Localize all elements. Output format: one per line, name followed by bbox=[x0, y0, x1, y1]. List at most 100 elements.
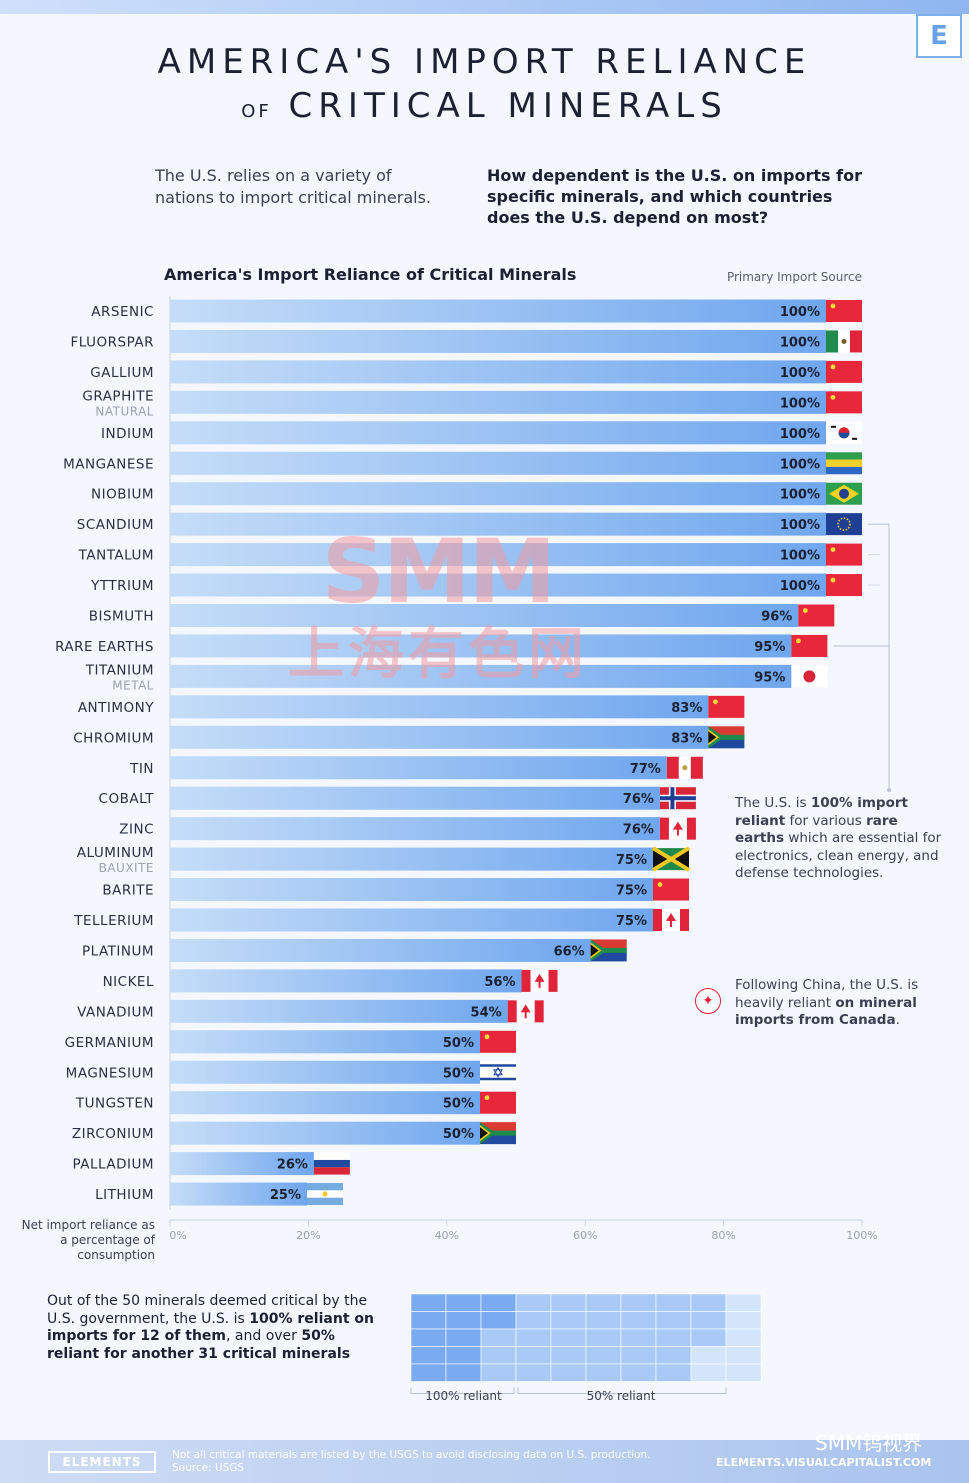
mineral-block bbox=[725, 1363, 762, 1382]
summary-bold: for another 31 critical minerals bbox=[99, 1345, 351, 1362]
mineral-block bbox=[655, 1346, 692, 1365]
value-label: 75% bbox=[616, 914, 647, 929]
label-100-reliant: 100% reliant bbox=[425, 1389, 502, 1403]
ann-text: . bbox=[895, 1012, 900, 1028]
value-label: 76% bbox=[623, 792, 654, 807]
value-label: 100% bbox=[780, 549, 820, 564]
category-label: SCANDIUM bbox=[77, 517, 154, 533]
mineral-block bbox=[480, 1363, 517, 1382]
category-label: ALUMINUM bbox=[77, 845, 154, 861]
mineral-block bbox=[480, 1346, 517, 1365]
footer-wechat-brand: SMM钨视界 bbox=[815, 1431, 923, 1455]
mineral-block bbox=[445, 1346, 482, 1365]
bar bbox=[170, 390, 826, 414]
category-label: ZINC bbox=[119, 822, 154, 838]
category-label: CHROMIUM bbox=[73, 730, 154, 746]
mineral-block bbox=[690, 1293, 727, 1312]
ann-bold: on mineral imports from Canada bbox=[735, 994, 917, 1029]
bar-row: 100% ARSENIC bbox=[91, 299, 862, 323]
canada-flag-icon bbox=[507, 1000, 544, 1023]
south-korea-flag-icon bbox=[826, 421, 862, 444]
bracket-50 bbox=[517, 1387, 727, 1394]
bar-row: 83% ANTIMONY bbox=[78, 695, 745, 719]
value-label: 100% bbox=[780, 457, 820, 472]
russia-flag-icon bbox=[313, 1152, 350, 1175]
bracket-dot bbox=[887, 788, 891, 792]
bar bbox=[170, 1152, 314, 1176]
bar bbox=[170, 329, 826, 353]
footer-bar bbox=[0, 1440, 969, 1483]
mineral-block bbox=[690, 1346, 727, 1365]
bar-row: 50% GERMANIUM bbox=[65, 1030, 516, 1054]
bar bbox=[170, 756, 667, 780]
bar-row: 76% COBALT bbox=[99, 786, 696, 810]
china-flag-icon bbox=[798, 604, 835, 627]
peru-flag-icon bbox=[666, 756, 703, 779]
x-tick-label: 40% bbox=[435, 1229, 459, 1242]
mineral-block bbox=[550, 1363, 587, 1382]
bar bbox=[170, 725, 709, 749]
canada-flag-icon bbox=[521, 969, 558, 992]
bar bbox=[170, 634, 792, 658]
ann-bold: rare earths bbox=[735, 812, 898, 847]
bar-row: 100% INDIUM bbox=[101, 421, 862, 445]
category-label: TELLERIUM bbox=[73, 913, 154, 929]
bar bbox=[170, 1030, 480, 1054]
bracket-100 bbox=[410, 1387, 515, 1394]
canada-annotation: Following China, the U.S. is heavily rel… bbox=[735, 977, 950, 1030]
value-label: 100% bbox=[780, 366, 820, 381]
intro-right: How dependent is the U.S. on imports for… bbox=[487, 166, 862, 227]
summary-bold: 100% reliant on imports for 12 of them bbox=[47, 1310, 374, 1345]
mineral-block bbox=[480, 1328, 517, 1347]
value-label: 95% bbox=[754, 670, 785, 685]
category-label: COBALT bbox=[99, 791, 155, 807]
bar bbox=[170, 421, 826, 445]
bar bbox=[170, 908, 653, 932]
china-flag-icon bbox=[826, 360, 862, 383]
argentina-flag-icon bbox=[307, 1183, 343, 1206]
mineral-block bbox=[690, 1311, 727, 1330]
mineral-block bbox=[620, 1328, 657, 1347]
bar-row: 66% PLATINUM bbox=[82, 938, 627, 962]
china-flag-icon bbox=[791, 634, 828, 657]
x-tick-label: 20% bbox=[296, 1229, 320, 1242]
x-tick-label: 100% bbox=[846, 1229, 877, 1242]
mineral-block bbox=[445, 1293, 482, 1312]
bar-row: 75% TELLERIUM bbox=[73, 908, 689, 932]
mineral-block bbox=[515, 1363, 552, 1382]
bar bbox=[170, 451, 826, 475]
china-flag-icon bbox=[653, 878, 689, 901]
mineral-block bbox=[585, 1363, 622, 1382]
label-50-reliant: 50% reliant bbox=[587, 1389, 656, 1403]
mineral-block bbox=[515, 1293, 552, 1312]
value-label: 75% bbox=[616, 884, 647, 899]
china-flag-icon bbox=[826, 300, 862, 322]
page-title-line2: OF CRITICAL MINERALS bbox=[0, 86, 969, 126]
value-label: 75% bbox=[616, 853, 647, 868]
bar-row: 50% ZIRCONIUM bbox=[72, 1121, 516, 1145]
category-label: BARITE bbox=[102, 883, 154, 899]
page-title-line1: AMERICA'S IMPORT RELIANCE bbox=[157, 42, 812, 82]
mineral-block bbox=[410, 1346, 447, 1365]
value-label: 50% bbox=[443, 1097, 474, 1112]
china-flag-icon bbox=[480, 1091, 516, 1114]
south-africa-flag-icon bbox=[590, 939, 627, 962]
mineral-block bbox=[655, 1328, 692, 1347]
mineral-block bbox=[445, 1328, 482, 1347]
value-label: 26% bbox=[277, 1158, 308, 1173]
bar bbox=[170, 695, 709, 719]
bar bbox=[170, 543, 826, 567]
bar bbox=[170, 360, 826, 384]
bar bbox=[170, 512, 826, 536]
bar bbox=[170, 1060, 480, 1084]
bar bbox=[170, 1121, 480, 1145]
mineral-block bbox=[655, 1311, 692, 1330]
china-flag-icon bbox=[826, 391, 862, 414]
category-label: BISMUTH bbox=[89, 609, 154, 625]
mineral-block bbox=[445, 1311, 482, 1330]
value-label: 95% bbox=[754, 640, 785, 655]
value-label: 50% bbox=[443, 1127, 474, 1142]
category-label: TUNGSTEN bbox=[75, 1096, 154, 1112]
mineral-block bbox=[480, 1293, 517, 1312]
mineral-block bbox=[585, 1328, 622, 1347]
